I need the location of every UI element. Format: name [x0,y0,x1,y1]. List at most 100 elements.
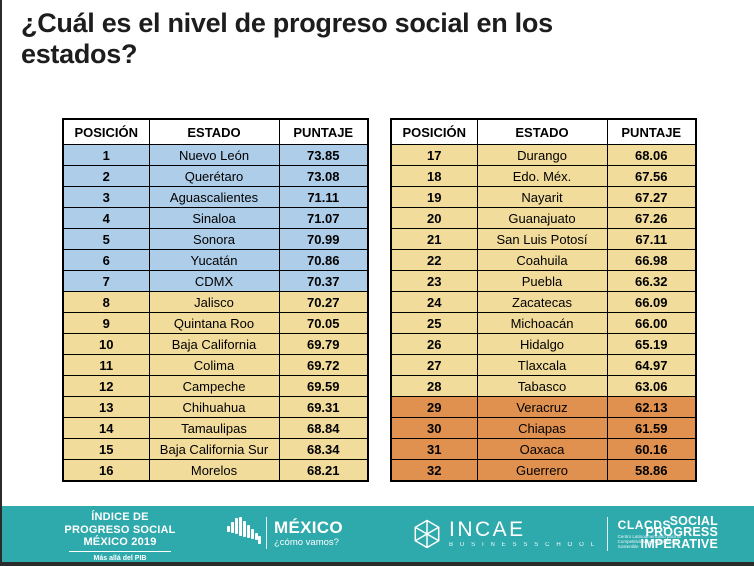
rank-cell: 28 [390,375,478,397]
rank-cell: 3 [62,186,150,208]
rank-cell: 6 [62,249,150,271]
slide-bottom-border [0,562,754,566]
state-cell: Tabasco [476,375,608,397]
rank-cell: 32 [390,459,478,482]
footer-bar: ÍNDICE DE PROGRESO SOCIAL MÉXICO 2019 Má… [0,506,754,562]
rank-cell: 1 [62,144,150,166]
table-row: 4 Sinaloa 71.07 [62,207,369,229]
column-header-posicion: POSICIÓN [390,118,478,145]
score-cell: 67.11 [606,228,697,250]
table-row: 10 Baja California 69.79 [62,333,369,355]
table-row: 30 Chiapas 61.59 [390,417,697,439]
table-row: 27 Tlaxcala 64.97 [390,354,697,376]
rank-cell: 22 [390,249,478,271]
social-progress-imperative-logo: SOCIAL PROGRESS IMPERATIVE [640,514,718,551]
indice-progreso-social-logo: ÍNDICE DE PROGRESO SOCIAL MÉXICO 2019 Má… [30,511,210,562]
rank-cell: 19 [390,186,478,208]
rank-cell: 23 [390,270,478,292]
score-cell: 73.85 [278,144,369,166]
score-cell: 65.19 [606,333,697,355]
score-cell: 60.16 [606,438,697,460]
rank-cell: 2 [62,165,150,187]
ips-line1: ÍNDICE DE [91,511,149,523]
score-cell: 66.32 [606,270,697,292]
column-header-puntaje: PUNTAJE [606,118,697,145]
table-row: 9 Quintana Roo 70.05 [62,312,369,334]
slide-left-border [0,0,2,566]
table-row: 11 Colima 69.72 [62,354,369,376]
score-cell: 70.86 [278,249,369,271]
table-row: 23 Puebla 66.32 [390,270,697,292]
score-cell: 62.13 [606,396,697,418]
mexico-como-vamos-logo: MÉXICO ¿cómo vamos? [227,517,343,549]
state-cell: Jalisco [148,291,280,313]
score-cell: 68.84 [278,417,369,439]
table-row: 16 Morelos 68.21 [62,459,369,482]
score-cell: 68.21 [278,459,369,482]
score-cell: 69.72 [278,354,369,376]
score-cell: 64.97 [606,354,697,376]
table-row: 15 Baja California Sur 68.34 [62,438,369,460]
table-row: 1 Nuevo León 73.85 [62,144,369,166]
rank-cell: 29 [390,396,478,418]
rank-cell: 8 [62,291,150,313]
state-cell: Chiapas [476,417,608,439]
state-cell: Tamaulipas [148,417,280,439]
state-cell: Nayarit [476,186,608,208]
ranking-table-left: POSICIÓN ESTADO PUNTAJE 1 Nuevo León 73.85 2 Qu… [62,118,369,482]
state-cell: Yucatán [148,249,280,271]
clacds-name: CLACDS [617,517,672,532]
table-header-row: POSICIÓN ESTADO PUNTAJE [390,118,697,145]
state-cell: Oaxaca [476,438,608,460]
state-cell: Sonora [148,228,280,250]
table-row: 6 Yucatán 70.86 [62,249,369,271]
score-cell: 67.27 [606,186,697,208]
table-row: 24 Zacatecas 66.09 [390,291,697,313]
spi-line1: SOCIAL [669,514,718,528]
column-header-puntaje: PUNTAJE [278,118,369,145]
state-cell: Michoacán [476,312,608,334]
score-cell: 68.06 [606,144,697,166]
table-row: 31 Oaxaca 60.16 [390,438,697,460]
state-cell: Guanajuato [476,207,608,229]
table-row: 21 San Luis Potosí 67.11 [390,228,697,250]
score-cell: 67.56 [606,165,697,187]
mcv-tagline: ¿cómo vamos? [274,536,339,548]
rank-cell: 31 [390,438,478,460]
score-cell: 69.31 [278,396,369,418]
score-cell: 66.09 [606,291,697,313]
table-row: 13 Chihuahua 69.31 [62,396,369,418]
table-row: 29 Veracruz 62.13 [390,396,697,418]
rank-cell: 16 [62,459,150,482]
rank-cell: 12 [62,375,150,397]
score-cell: 70.05 [278,312,369,334]
score-cell: 71.11 [278,186,369,208]
bar-wave-icon [227,517,261,549]
table-row: 8 Jalisco 70.27 [62,291,369,313]
table-row: 2 Querétaro 73.08 [62,165,369,187]
clacds-subtitle: Centro Latinoamericano para la Competiti… [617,533,681,550]
state-cell: Durango [476,144,608,166]
score-cell: 71.07 [278,207,369,229]
rank-cell: 25 [390,312,478,334]
rank-cell: 27 [390,354,478,376]
rank-cell: 17 [390,144,478,166]
state-cell: Nuevo León [148,144,280,166]
rank-cell: 10 [62,333,150,355]
score-cell: 68.34 [278,438,369,460]
table-row: 18 Edo. Méx. 67.56 [390,165,697,187]
incae-clacds-logo: INCAE B U S I N E S S S C H O O L CLACDS… [412,517,684,551]
score-cell: 58.86 [606,459,697,482]
rank-cell: 24 [390,291,478,313]
state-cell: Puebla [476,270,608,292]
rank-cell: 13 [62,396,150,418]
score-cell: 66.98 [606,249,697,271]
mcv-name: MÉXICO [274,517,343,537]
table-row: 20 Guanajuato 67.26 [390,207,697,229]
table-row: 28 Tabasco 63.06 [390,375,697,397]
rank-cell: 11 [62,354,150,376]
spi-line3: IMPERATIVE [640,536,718,551]
state-cell: Tlaxcala [476,354,608,376]
state-cell: Chihuahua [148,396,280,418]
